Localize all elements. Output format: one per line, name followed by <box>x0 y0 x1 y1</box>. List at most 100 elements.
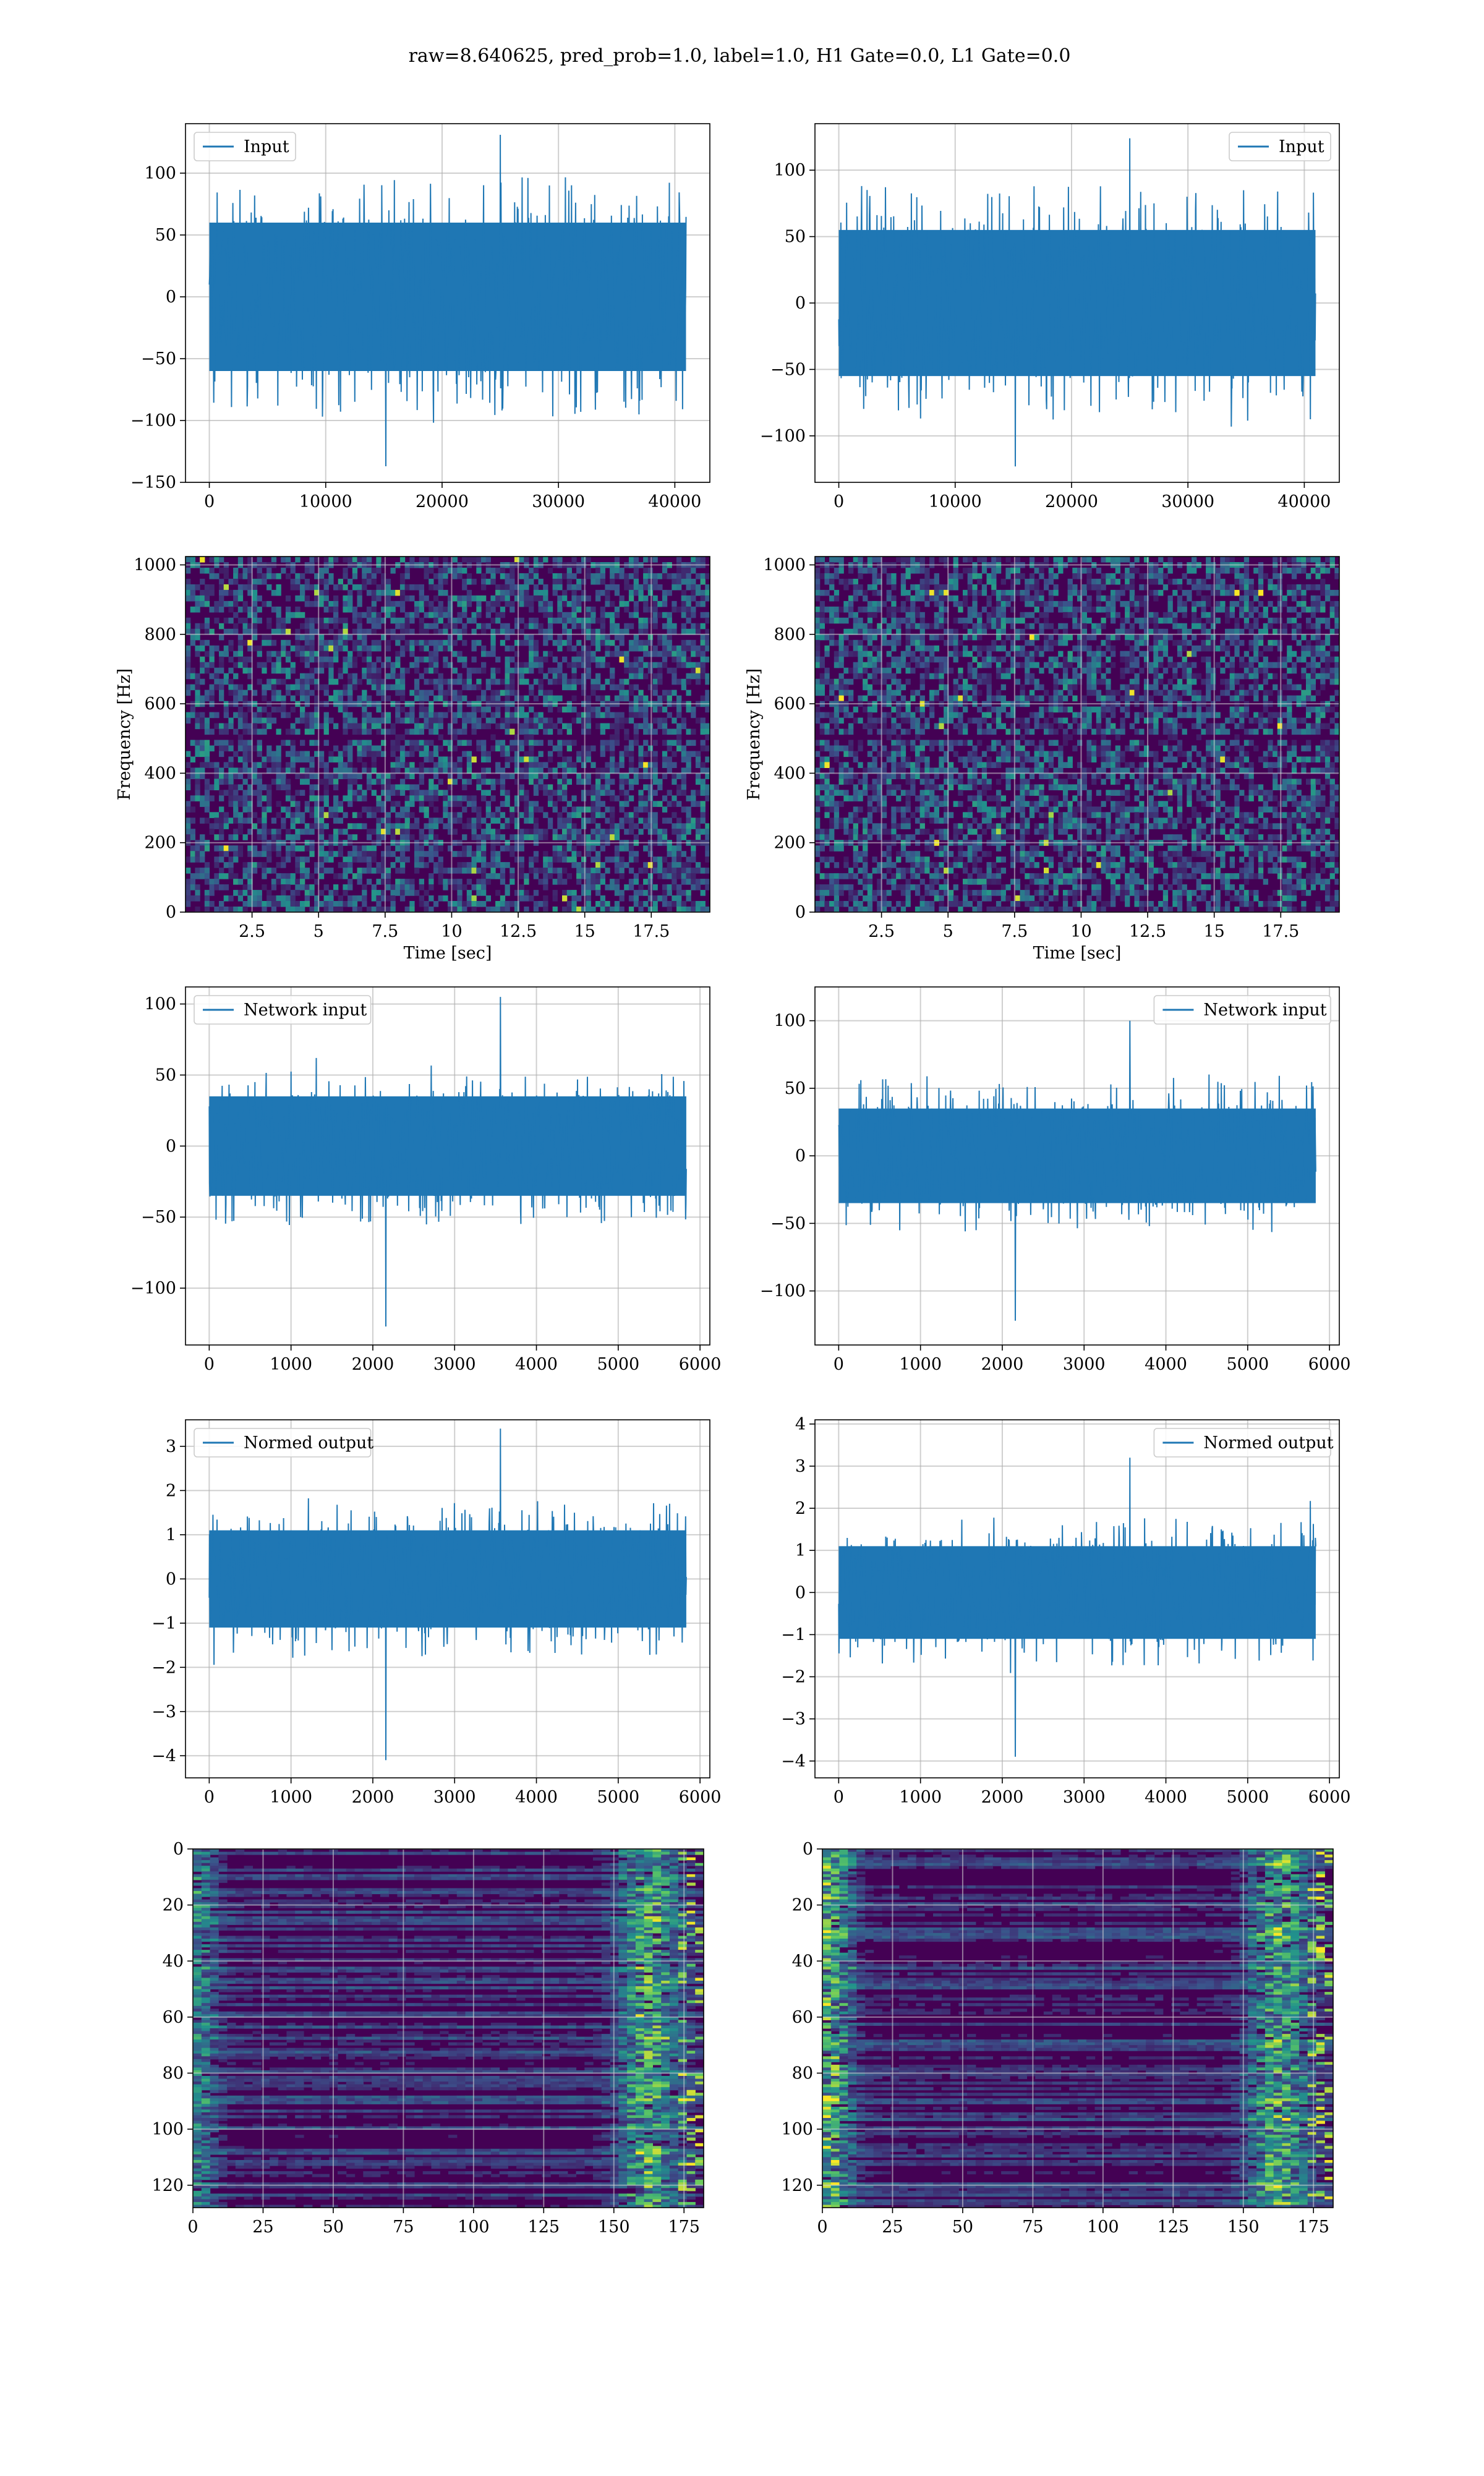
x-tick-label: 1000 <box>270 1355 312 1374</box>
x-tick-label: 2.5 <box>868 922 895 941</box>
x-tick-label: 6000 <box>1308 1788 1351 1807</box>
y-tick-label: 50 <box>785 1079 806 1098</box>
x-tick-label: 7.5 <box>1001 922 1028 941</box>
x-tick-label: 6000 <box>1308 1355 1351 1374</box>
x-tick-label: 10000 <box>929 492 982 511</box>
y-tick-label: 100 <box>774 161 806 180</box>
x-tick-label: 4000 <box>515 1355 558 1374</box>
y-tick-label: −50 <box>141 349 176 369</box>
y-tick-label: −2 <box>781 1668 806 1687</box>
x-tick-label: 4000 <box>515 1788 558 1807</box>
legend: Input <box>1229 132 1331 161</box>
x-tick-label: 20000 <box>416 492 469 511</box>
x-tick-label: 0 <box>834 492 844 511</box>
x-tick-label: 5 <box>313 922 324 941</box>
x-tick-label: 50 <box>323 2218 344 2237</box>
x-tick-label: 3000 <box>433 1788 476 1807</box>
x-tick-label: 2.5 <box>239 922 265 941</box>
y-tick-label: 3 <box>166 1437 176 1456</box>
x-tick-label: 2000 <box>981 1355 1024 1374</box>
x-tick-label: 10 <box>441 922 462 941</box>
y-tick-label: 1 <box>795 1541 806 1560</box>
x-tick-label: 6000 <box>679 1788 722 1807</box>
x-tick-label: 40000 <box>1277 492 1331 511</box>
y-tick-label: −100 <box>760 427 806 446</box>
x-tick-label: 1000 <box>899 1355 942 1374</box>
y-tick-label: −3 <box>151 1702 176 1722</box>
x-tick-label: 50 <box>952 2218 973 2237</box>
x-tick-label: 125 <box>1158 2218 1190 2237</box>
y-tick-label: 0 <box>795 1583 806 1602</box>
x-tick-label: 175 <box>668 2218 700 2237</box>
x-tick-label: 0 <box>204 492 215 511</box>
y-tick-label: 100 <box>144 995 176 1014</box>
x-tick-label: 0 <box>834 1355 844 1374</box>
y-tick-label: 800 <box>144 625 176 644</box>
y-tick-label: −100 <box>130 1279 176 1298</box>
x-tick-label: 6000 <box>679 1355 722 1374</box>
y-tick-label: 0 <box>795 1146 806 1166</box>
x-tick-label: 17.5 <box>633 922 670 941</box>
heatmap-image <box>193 1849 704 2208</box>
x-tick-label: 1000 <box>270 1788 312 1807</box>
x-axis-label: Time [sec] <box>1033 944 1122 963</box>
y-tick-label: 40 <box>163 1952 184 1971</box>
x-tick-label: 40000 <box>648 492 701 511</box>
y-tick-label: 120 <box>781 2176 813 2195</box>
y-tick-label: −2 <box>151 1658 176 1677</box>
y-tick-label: 100 <box>151 2120 184 2139</box>
y-tick-label: 100 <box>144 164 176 183</box>
x-tick-label: 100 <box>1087 2218 1119 2237</box>
x-tick-label: 10000 <box>299 492 352 511</box>
y-tick-label: −50 <box>770 1214 806 1233</box>
y-tick-label: 50 <box>785 228 806 247</box>
legend-label: Normed output <box>244 1433 373 1453</box>
y-tick-label: −50 <box>141 1208 176 1227</box>
y-tick-label: −100 <box>760 1282 806 1301</box>
y-tick-label: 1000 <box>134 555 176 574</box>
y-tick-label: 3 <box>795 1457 806 1476</box>
y-tick-label: −1 <box>151 1614 176 1633</box>
legend: Normed output <box>1154 1428 1333 1457</box>
legend-label: Network input <box>1203 1001 1326 1020</box>
y-tick-label: 60 <box>792 2008 813 2027</box>
y-tick-label: 800 <box>774 625 806 644</box>
y-tick-label: 0 <box>795 294 806 313</box>
figure-title: raw=8.640625, pred_prob=1.0, label=1.0, … <box>409 45 1071 67</box>
y-tick-label: −1 <box>781 1625 806 1644</box>
legend-label: Input <box>1279 137 1324 156</box>
y-tick-label: 80 <box>163 2064 184 2083</box>
x-tick-label: 4000 <box>1145 1788 1187 1807</box>
y-tick-label: −50 <box>770 360 806 379</box>
x-tick-label: 150 <box>1227 2218 1260 2237</box>
legend: Network input <box>1154 996 1331 1024</box>
x-tick-label: 10 <box>1070 922 1091 941</box>
y-tick-label: 2 <box>795 1499 806 1518</box>
y-tick-label: 50 <box>155 1065 176 1085</box>
y-tick-label: 0 <box>166 903 176 922</box>
x-tick-label: 5000 <box>1226 1788 1269 1807</box>
x-tick-label: 30000 <box>1161 492 1214 511</box>
legend-label: Normed output <box>1203 1433 1333 1453</box>
y-tick-label: 1000 <box>763 555 806 574</box>
x-tick-label: 100 <box>458 2218 490 2237</box>
x-tick-label: 5000 <box>1226 1355 1269 1374</box>
x-tick-label: 2000 <box>352 1788 394 1807</box>
x-axis-label: Time [sec] <box>404 944 492 963</box>
legend: Input <box>194 132 296 161</box>
x-tick-label: 75 <box>1022 2218 1043 2237</box>
legend: Network input <box>194 996 371 1024</box>
x-tick-label: 1000 <box>899 1788 942 1807</box>
x-tick-label: 12.5 <box>1129 922 1166 941</box>
y-tick-label: 0 <box>803 1840 813 1859</box>
x-tick-label: 12.5 <box>500 922 537 941</box>
x-tick-label: 15 <box>574 922 595 941</box>
y-tick-label: 200 <box>144 834 176 853</box>
y-tick-label: 4 <box>795 1415 806 1434</box>
y-tick-label: −100 <box>130 411 176 430</box>
y-axis-label: Frequency [Hz] <box>744 668 764 800</box>
